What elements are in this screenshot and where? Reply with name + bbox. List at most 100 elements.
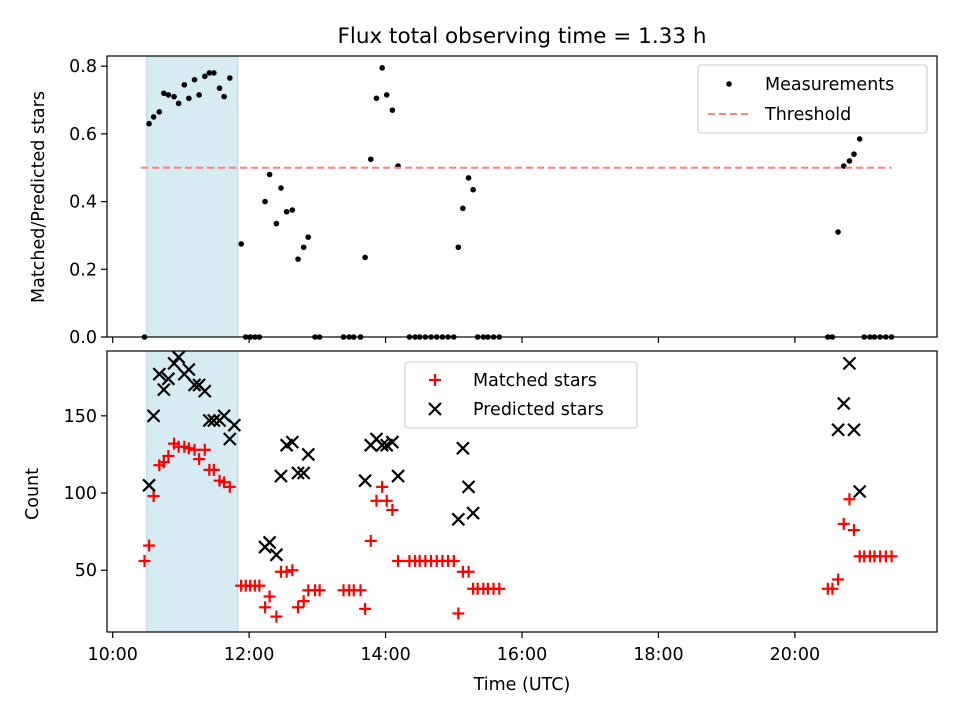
legend-marker-predicted (428, 402, 442, 416)
matched-stars-point (848, 524, 860, 537)
legend-label-predicted: Predicted stars (473, 400, 604, 420)
measurements-point (196, 92, 202, 98)
measurements-point (305, 234, 312, 240)
x-tick-label: 10:00 (87, 645, 137, 665)
matched-stars-point (286, 564, 299, 577)
matched-stars-point (259, 601, 272, 614)
y-tick-label: 0.8 (69, 57, 97, 77)
x-tick-label: 14:00 (360, 645, 410, 665)
measurements-point (186, 95, 192, 102)
legend-marker-measurements (726, 81, 732, 87)
measurements-point (389, 107, 396, 113)
y-tick-label: 0.6 (69, 125, 97, 145)
matched-stars-point (157, 456, 170, 469)
matched-stars-point (826, 582, 839, 595)
matched-stars-point (843, 493, 856, 506)
top-legend: Measurements Threshold (697, 64, 928, 134)
measurements-point (211, 70, 217, 76)
predicted-stars-point (451, 512, 466, 527)
measurements-point (146, 120, 152, 127)
matched-stars-point (364, 534, 377, 547)
matched-stars-point (253, 579, 266, 592)
measurements-point (383, 92, 390, 98)
measurements-point (455, 244, 462, 251)
predicted-stars-point (152, 367, 167, 381)
matched-stars-point (270, 610, 283, 623)
matched-stars-point (837, 517, 850, 530)
y-tick-label: 50 (75, 561, 97, 581)
measurements-point (470, 186, 476, 193)
matched-stars-point (138, 554, 151, 567)
predicted-stars-point (391, 469, 405, 483)
matched-stars-point (313, 584, 326, 597)
measurements-point (221, 93, 227, 100)
predicted-stars-point (142, 478, 156, 493)
matched-stars-point (380, 494, 393, 507)
measurements-point (238, 241, 244, 247)
measurements-point (300, 244, 307, 251)
predicted-stars-point (456, 441, 470, 456)
predicted-stars-point (285, 435, 300, 449)
top-legend-box (697, 64, 928, 134)
matched-stars-point (376, 480, 389, 493)
measurements-point (295, 256, 301, 262)
bottom-plot-frame (106, 350, 938, 633)
x-tick-label: 12:00 (224, 645, 274, 665)
measurements-point (262, 198, 268, 205)
predicted-stars-point (291, 466, 305, 480)
predicted-stars-point (847, 422, 861, 437)
matched-stars-point (462, 565, 475, 578)
matched-stars-point (297, 595, 310, 608)
measurements-point (289, 207, 296, 213)
predicted-stars-point (171, 350, 186, 364)
predicted-stars-point (358, 473, 372, 488)
predicted-stars-point (167, 356, 181, 371)
matched-stars-point (193, 453, 206, 466)
predicted-stars-point (301, 447, 316, 462)
predicted-stars-point (187, 378, 202, 392)
legend-label-threshold: Threshold (764, 105, 851, 125)
measurements-point (851, 151, 857, 157)
measurements-point (362, 254, 368, 261)
matched-stars-point (885, 550, 898, 563)
predicted-stars-point (274, 469, 288, 483)
matched-stars-point (359, 602, 372, 615)
measurements-point (171, 93, 177, 100)
matched-stars-point (162, 449, 175, 462)
predicted-stars-point (207, 413, 221, 428)
y-tick-label: 0.0 (69, 328, 97, 348)
matched-stars-point (280, 565, 293, 578)
measurements-point (465, 175, 472, 181)
measurements-point (856, 136, 863, 142)
measurements-point (367, 156, 374, 163)
predicted-stars-point (385, 435, 400, 449)
predicted-stars-point (836, 396, 851, 411)
measurements-point (266, 171, 273, 178)
predicted-stars-point (198, 384, 212, 398)
measurements-point (460, 205, 466, 212)
matched-stars-point (386, 504, 399, 517)
predicted-stars-point (842, 356, 857, 371)
predicted-stars-point (146, 409, 161, 423)
x-tick-label: 18:00 (633, 645, 683, 665)
matched-stars-point (188, 443, 201, 456)
measurements-point (226, 75, 233, 81)
matched-stars-point (493, 582, 506, 595)
measurements-point (835, 229, 841, 235)
legend-label-measurements: Measurements (765, 75, 894, 95)
predicted-stars-point (157, 382, 171, 397)
bottom-highlight-span (146, 350, 239, 633)
predicted-stars-point (161, 372, 176, 386)
predicted-stars-point (227, 418, 242, 432)
measurements-point (191, 76, 198, 83)
measurements-point (156, 109, 163, 115)
legend-label-matched: Matched stars (473, 371, 597, 391)
measurements-point (373, 95, 380, 102)
predicted-stars-point (182, 362, 196, 377)
bottom-y-axis-label: Count (23, 468, 43, 520)
matched-stars-point (292, 601, 305, 614)
y-tick-label: 100 (64, 484, 97, 504)
chart-title: Flux total observing time = 1.33 h (338, 24, 707, 49)
matched-stars-point (223, 480, 236, 493)
predicted-stars-point (461, 480, 476, 494)
